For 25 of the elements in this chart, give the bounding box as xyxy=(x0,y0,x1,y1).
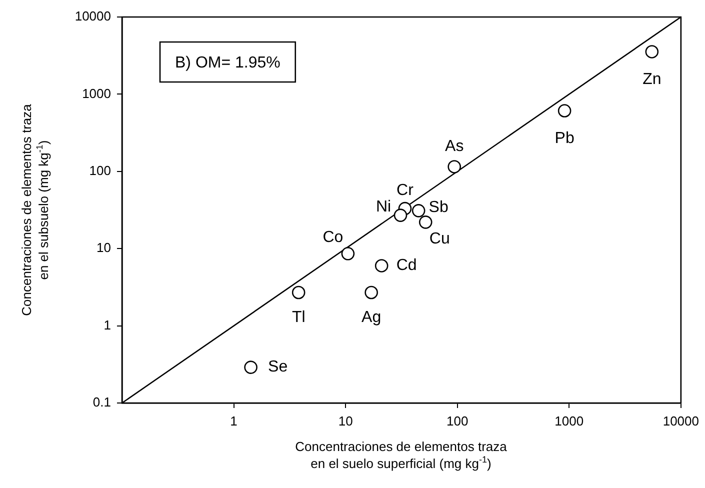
y-tick-label: 10000 xyxy=(74,8,111,24)
annotation: Pb xyxy=(554,130,574,148)
annotation: Cd xyxy=(396,257,417,274)
y-tick-label: 1000 xyxy=(82,86,111,101)
y-tick-label: 0.1 xyxy=(92,394,111,410)
x-tick-label: 1 xyxy=(230,413,238,428)
annotation: Cr xyxy=(396,182,414,199)
annotation: B) OM= 1.95% xyxy=(175,54,280,72)
annotation: As xyxy=(445,138,464,156)
y-tick-label: 1 xyxy=(104,317,111,332)
annotation: Tl xyxy=(292,308,306,326)
x-tick-label: 10 xyxy=(338,413,353,428)
x-axis-title: Concentraciones de elementos traza en el suelo superficial (mg kg$^{-1}$) xyxy=(295,438,507,472)
y-tick-label: 100 xyxy=(89,162,111,178)
x-tick-label: 10000 xyxy=(662,413,700,428)
annotation: Cu xyxy=(429,230,450,248)
y-tick-label: 10 xyxy=(96,240,111,256)
annotation: Sb xyxy=(428,199,448,216)
x-tick-label: 1000 xyxy=(554,413,584,428)
annotation: Co xyxy=(322,229,344,246)
annotation: Ni xyxy=(376,198,392,216)
annotation: Se xyxy=(268,358,288,376)
annotation: Ag xyxy=(362,308,382,326)
x-tick-label: 100 xyxy=(446,413,468,428)
annotation: Zn xyxy=(642,71,662,88)
